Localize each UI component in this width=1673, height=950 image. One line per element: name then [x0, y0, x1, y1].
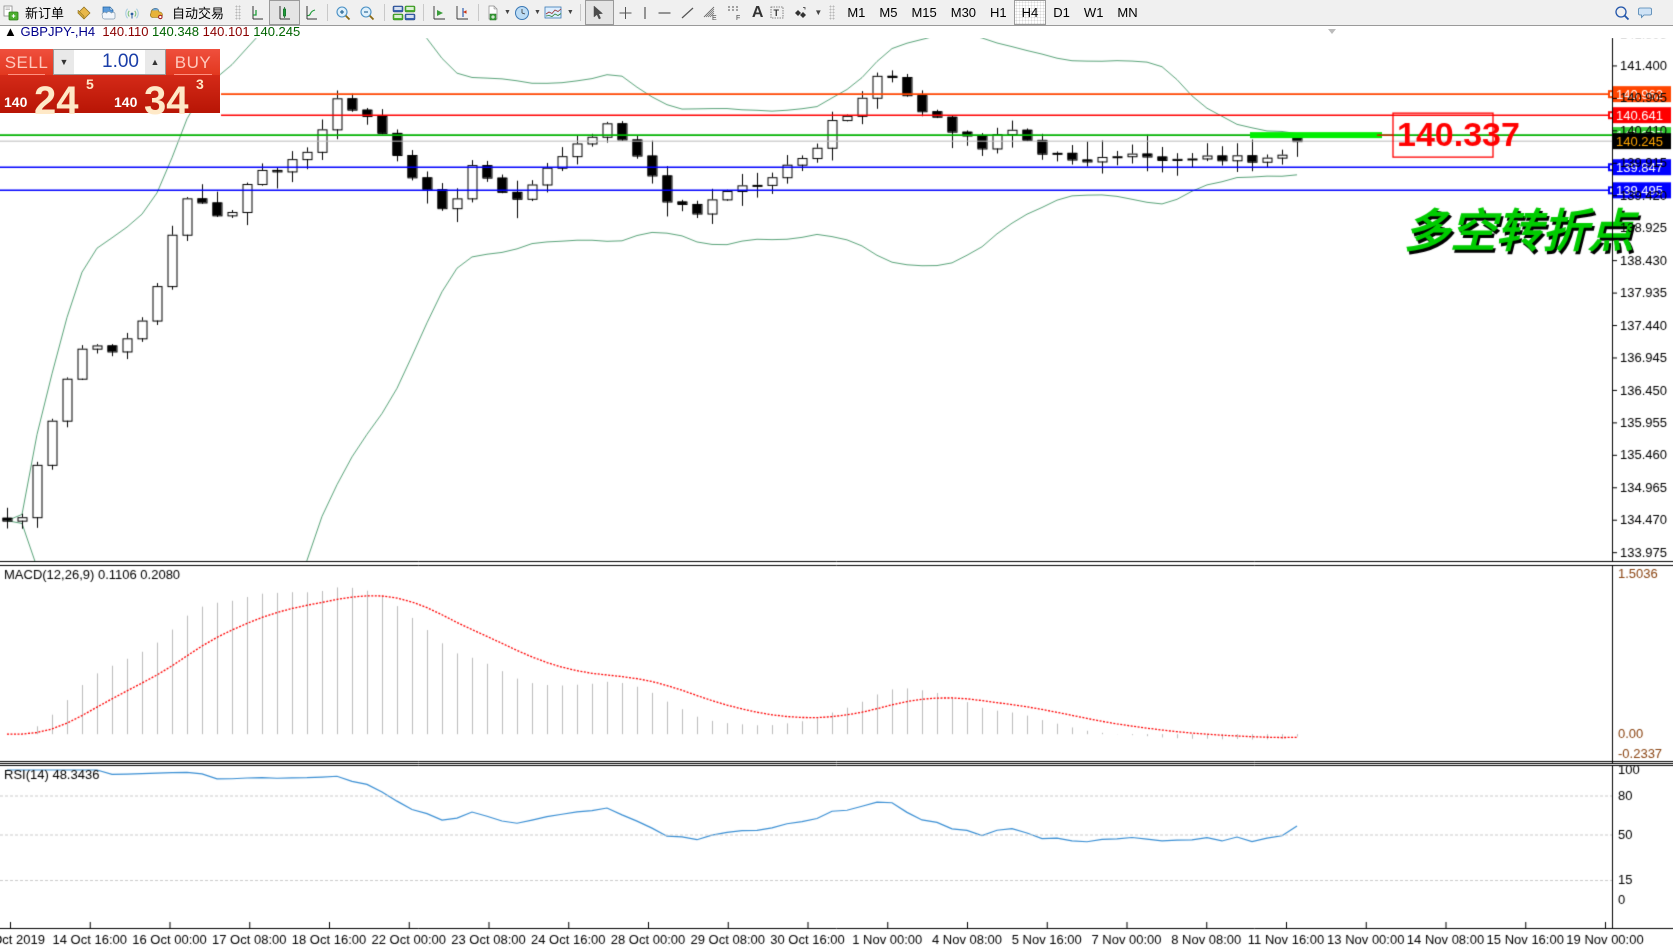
svg-text:E: E: [712, 15, 717, 21]
svg-text:T: T: [774, 8, 780, 18]
svg-text:F: F: [736, 15, 740, 21]
